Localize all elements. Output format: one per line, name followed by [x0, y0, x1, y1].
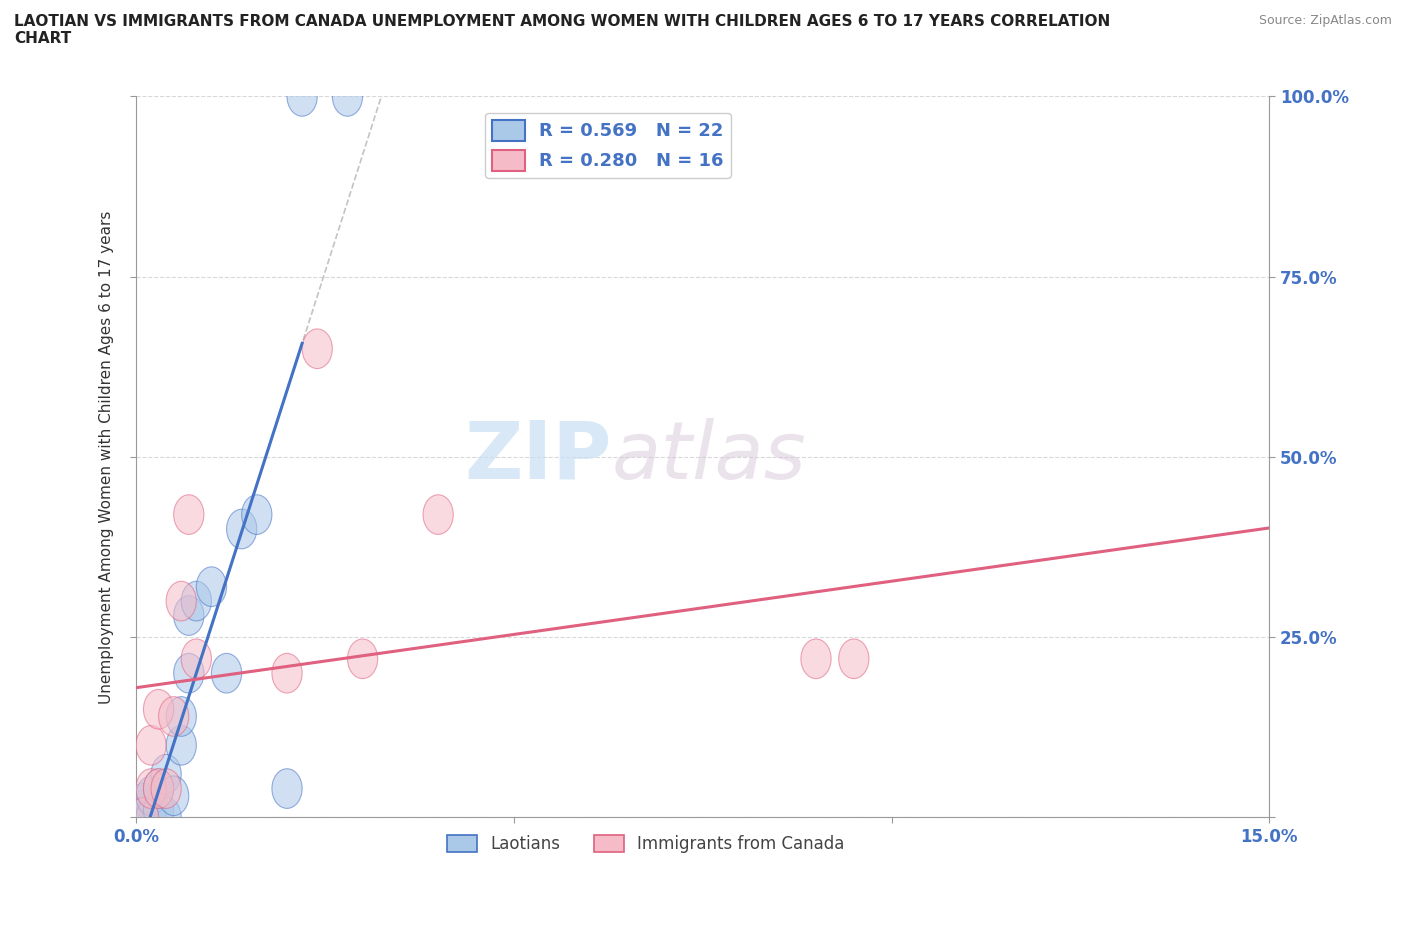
Ellipse shape	[181, 639, 211, 679]
Ellipse shape	[128, 798, 159, 837]
Ellipse shape	[423, 495, 453, 535]
Text: ZIP: ZIP	[465, 418, 612, 496]
Ellipse shape	[271, 654, 302, 693]
Ellipse shape	[347, 639, 378, 679]
Text: Source: ZipAtlas.com: Source: ZipAtlas.com	[1258, 14, 1392, 27]
Ellipse shape	[838, 639, 869, 679]
Ellipse shape	[332, 76, 363, 116]
Ellipse shape	[174, 654, 204, 693]
Y-axis label: Unemployment Among Women with Children Ages 6 to 17 years: Unemployment Among Women with Children A…	[100, 210, 114, 704]
Text: LAOTIAN VS IMMIGRANTS FROM CANADA UNEMPLOYMENT AMONG WOMEN WITH CHILDREN AGES 6 : LAOTIAN VS IMMIGRANTS FROM CANADA UNEMPL…	[14, 14, 1111, 46]
Ellipse shape	[166, 581, 197, 621]
Ellipse shape	[150, 798, 181, 837]
Ellipse shape	[136, 769, 166, 808]
Ellipse shape	[242, 495, 271, 535]
Ellipse shape	[287, 76, 318, 116]
Ellipse shape	[174, 495, 204, 535]
Ellipse shape	[150, 769, 181, 808]
Ellipse shape	[181, 581, 211, 621]
Ellipse shape	[271, 769, 302, 808]
Ellipse shape	[143, 769, 174, 808]
Text: atlas: atlas	[612, 418, 807, 496]
Ellipse shape	[159, 776, 188, 816]
Ellipse shape	[150, 754, 181, 794]
Ellipse shape	[159, 697, 188, 737]
Ellipse shape	[166, 697, 197, 737]
Ellipse shape	[136, 725, 166, 765]
Ellipse shape	[143, 769, 174, 808]
Ellipse shape	[166, 725, 197, 765]
Ellipse shape	[174, 596, 204, 635]
Ellipse shape	[211, 654, 242, 693]
Ellipse shape	[128, 790, 159, 830]
Ellipse shape	[801, 639, 831, 679]
Ellipse shape	[197, 567, 226, 606]
Legend: Laotians, Immigrants from Canada: Laotians, Immigrants from Canada	[440, 828, 851, 859]
Ellipse shape	[226, 510, 257, 549]
Ellipse shape	[143, 689, 174, 729]
Ellipse shape	[136, 798, 166, 837]
Ellipse shape	[128, 783, 159, 823]
Ellipse shape	[143, 790, 174, 830]
Ellipse shape	[302, 329, 332, 368]
Ellipse shape	[128, 798, 159, 837]
Ellipse shape	[136, 776, 166, 816]
